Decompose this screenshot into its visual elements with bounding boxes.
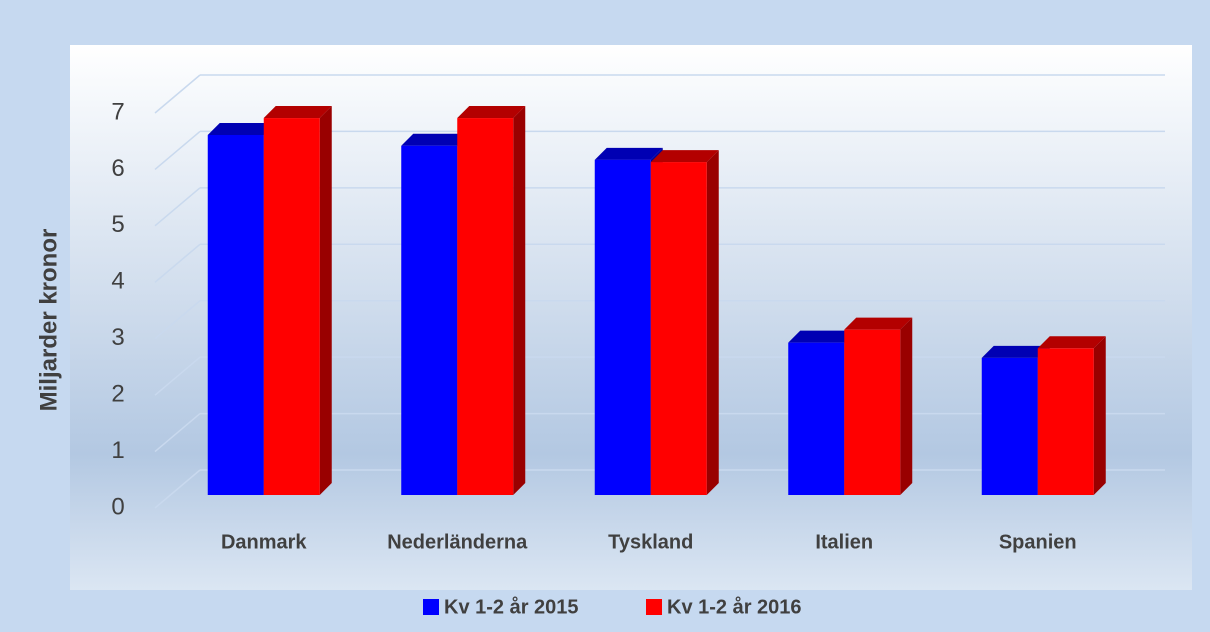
bar-top [457, 106, 526, 119]
bar [401, 145, 458, 495]
bar-top [594, 147, 663, 160]
y-tick-label: 2 [111, 380, 124, 407]
bar-top [981, 345, 1050, 358]
bar [457, 118, 514, 496]
y-tick-label: 6 [111, 155, 124, 182]
x-tick-label: Italien [815, 531, 873, 553]
legend-label: Kv 1-2 år 2015 [444, 595, 579, 618]
bar-side [706, 150, 719, 496]
x-tick-label: Danmark [221, 531, 307, 553]
bar [981, 357, 1038, 495]
y-tick-label: 3 [111, 324, 124, 351]
bar [844, 329, 901, 495]
y-tick-label: 4 [111, 268, 124, 295]
grid-line [154, 412, 201, 453]
y-axis-title: Miljarder kronor [35, 229, 62, 412]
y-tick-label: 5 [111, 211, 124, 238]
x-tick-label: Nederländerna [387, 531, 528, 553]
y-tick-label: 1 [111, 437, 124, 464]
bar-top [207, 122, 276, 135]
x-tick-label: Tyskland [608, 531, 693, 553]
grid-line [154, 243, 201, 283]
bar-top [1037, 336, 1106, 349]
bar-side [319, 106, 332, 496]
bar-top [844, 317, 913, 330]
bar [1037, 348, 1094, 495]
bar-side [1093, 336, 1106, 495]
bar [263, 118, 320, 496]
bar-top [788, 330, 857, 343]
grid-line [154, 300, 201, 340]
y-tick-label: 7 [111, 98, 124, 125]
grid-line [154, 74, 201, 114]
grid-line [154, 469, 201, 509]
grid-line [154, 130, 201, 171]
bar [207, 134, 264, 495]
y-tick-label: 0 [111, 493, 124, 520]
bar-side [900, 317, 913, 495]
legend-label: Kv 1-2 år 2016 [667, 595, 802, 618]
bar-top [401, 133, 470, 146]
bar-top [650, 150, 719, 163]
grid-line [154, 187, 201, 227]
bar [788, 342, 845, 495]
x-tick-label: Spanien [999, 531, 1077, 553]
bar-side [513, 106, 526, 496]
bar [650, 162, 707, 496]
bar-top [263, 106, 332, 119]
legend-swatch [646, 599, 662, 615]
bar [594, 159, 651, 496]
grid-line [154, 356, 201, 396]
legend-swatch [423, 599, 439, 615]
